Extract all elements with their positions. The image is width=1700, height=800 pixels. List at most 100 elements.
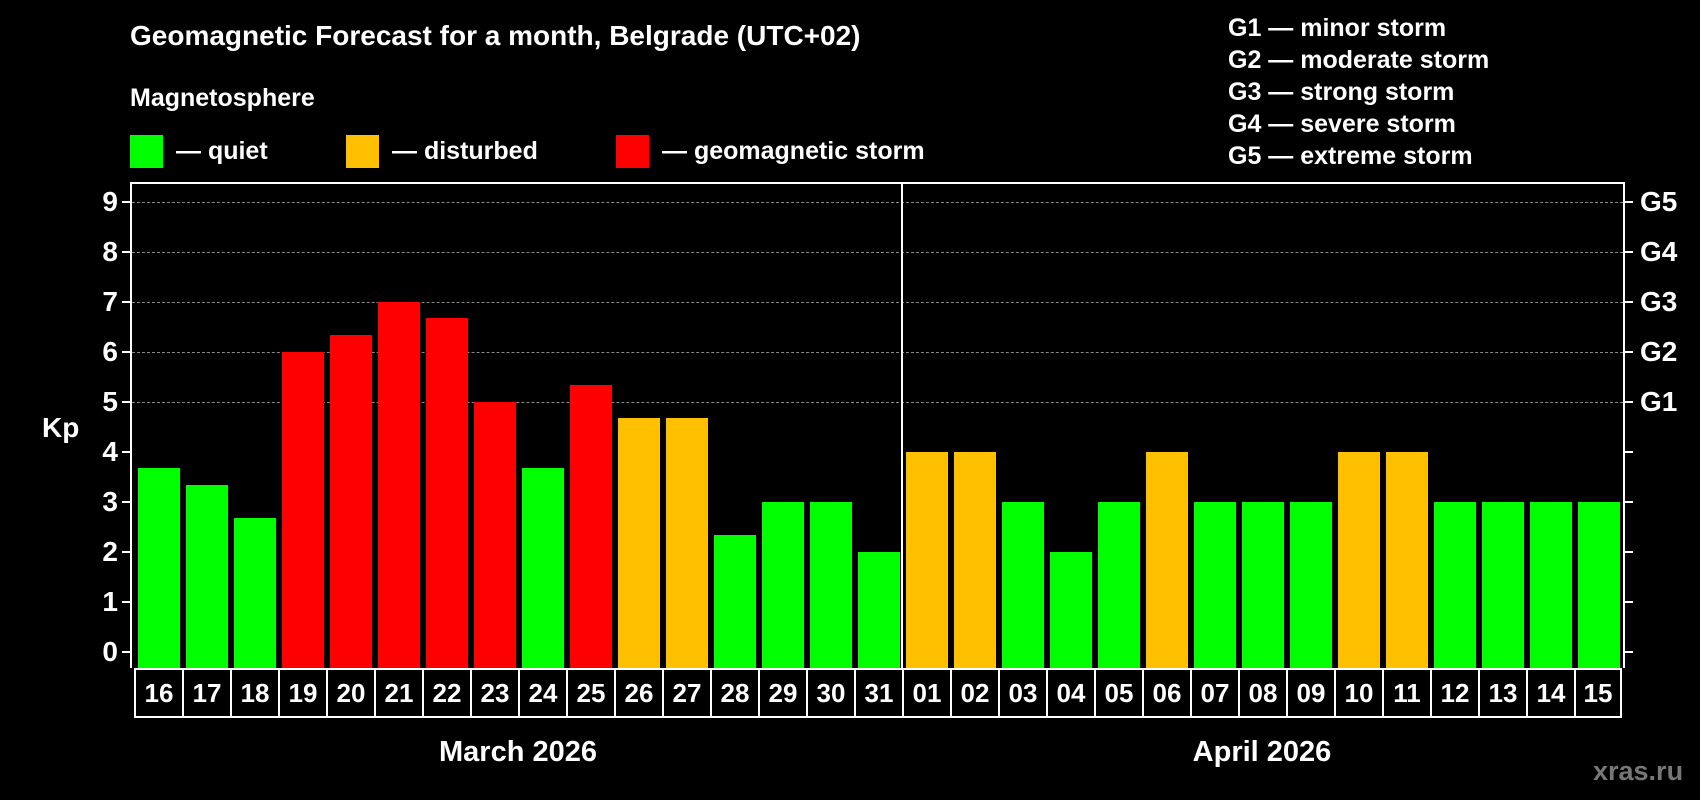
legend-swatch-disturbed [346, 134, 379, 168]
day-label: 31 [854, 668, 902, 718]
watermark: xras.ru [1593, 756, 1684, 786]
day-label: 15 [1574, 668, 1622, 718]
bar-day-10 [1338, 452, 1380, 668]
day-label: 27 [662, 668, 710, 718]
y-tick-right [1625, 601, 1633, 603]
bar-day-29 [762, 502, 804, 668]
g-scale-label: G4 [1640, 236, 1678, 267]
day-label: 06 [1142, 668, 1190, 718]
y-tick-right [1625, 451, 1633, 453]
legend-swatch-quiet [130, 134, 163, 168]
day-label: 19 [278, 668, 326, 718]
bar-day-16 [138, 468, 180, 668]
month-label-march: March 2026 [439, 736, 597, 768]
legend-label-quiet: — quiet [176, 136, 268, 165]
day-label: 09 [1286, 668, 1334, 718]
y-tick-label: 6 [102, 336, 118, 367]
g-scale-label: G1 [1640, 386, 1678, 417]
bar-day-04 [1050, 552, 1092, 668]
day-label: 26 [614, 668, 662, 718]
gridline-kp-7 [132, 302, 1623, 303]
y-tick-label: 5 [102, 386, 118, 417]
bar-day-24 [522, 468, 564, 668]
y-tick-label: 9 [102, 186, 118, 217]
y-tick-right [1625, 401, 1633, 403]
bar-day-31 [858, 552, 900, 668]
day-label: 29 [758, 668, 806, 718]
g-scale-label: G2 [1640, 336, 1678, 367]
y-tick-label: 4 [102, 436, 118, 467]
day-label: 21 [374, 668, 422, 718]
legend-disturbed: — disturbed [346, 134, 538, 168]
y-tick-right [1625, 351, 1633, 353]
legend-label-storm: — geomagnetic storm [662, 136, 925, 165]
bar-day-09 [1290, 502, 1332, 668]
y-tick-right [1625, 501, 1633, 503]
day-label: 18 [230, 668, 278, 718]
day-label: 08 [1238, 668, 1286, 718]
y-tick-label: 0 [102, 636, 118, 667]
y-tick-label: 2 [102, 536, 118, 567]
bar-day-20 [330, 335, 372, 668]
legend-label-disturbed: — disturbed [392, 136, 538, 165]
day-label: 16 [134, 668, 182, 718]
day-label: 30 [806, 668, 854, 718]
bar-day-06 [1146, 452, 1188, 668]
storm-scale-legend: G1 — minor storm G2 — moderate storm G3 … [1228, 12, 1489, 172]
day-label: 04 [1046, 668, 1094, 718]
bar-day-12 [1434, 502, 1476, 668]
day-label: 01 [902, 668, 950, 718]
y-tick-left [122, 401, 130, 403]
bar-day-23 [474, 402, 516, 668]
bar-day-02 [954, 452, 996, 668]
gridline-kp-5 [132, 402, 1623, 403]
bar-day-08 [1242, 502, 1284, 668]
plot-area [130, 182, 1625, 668]
day-label: 24 [518, 668, 566, 718]
bar-day-13 [1482, 502, 1524, 668]
y-tick-left [122, 601, 130, 603]
y-tick-right [1625, 301, 1633, 303]
bar-day-30 [810, 502, 852, 668]
day-label: 11 [1382, 668, 1430, 718]
day-label: 13 [1478, 668, 1526, 718]
storm-scale-g3: G3 — strong storm [1228, 78, 1455, 106]
day-label: 02 [950, 668, 998, 718]
gridline-kp-6 [132, 352, 1623, 353]
g-scale-label: G3 [1640, 286, 1678, 317]
chart-subtitle: Magnetosphere [130, 84, 315, 112]
y-tick-left [122, 201, 130, 203]
y-tick-label: 3 [102, 486, 118, 517]
day-label: 17 [182, 668, 230, 718]
y-tick-left [122, 301, 130, 303]
day-label: 05 [1094, 668, 1142, 718]
y-tick-label: 7 [102, 286, 118, 317]
chart-title: Geomagnetic Forecast for a month, Belgra… [130, 20, 861, 51]
y-tick-right [1625, 201, 1633, 203]
y-tick-label: 1 [102, 586, 118, 617]
bar-day-21 [378, 302, 420, 668]
y-tick-right [1625, 251, 1633, 253]
bar-day-26 [618, 418, 660, 668]
bar-day-18 [234, 518, 276, 668]
bar-day-27 [666, 418, 708, 668]
y-axis-label: Kp [42, 412, 80, 443]
bar-day-28 [714, 535, 756, 668]
bar-day-07 [1194, 502, 1236, 668]
bar-day-19 [282, 352, 324, 668]
month-label-april: April 2026 [1192, 736, 1332, 768]
storm-scale-g4: G4 — severe storm [1228, 110, 1456, 138]
y-tick-label: 8 [102, 236, 118, 267]
bar-day-03 [1002, 502, 1044, 668]
legend-swatch-storm [616, 134, 649, 168]
storm-scale-g5: G5 — extreme storm [1228, 142, 1473, 170]
y-tick-left [122, 651, 130, 653]
legend-storm: — geomagnetic storm [616, 134, 925, 168]
day-label: 10 [1334, 668, 1382, 718]
bar-day-14 [1530, 502, 1572, 668]
bar-day-17 [186, 485, 228, 668]
y-tick-left [122, 351, 130, 353]
bar-day-01 [906, 452, 948, 668]
y-tick-right [1625, 551, 1633, 553]
month-divider [901, 182, 903, 668]
